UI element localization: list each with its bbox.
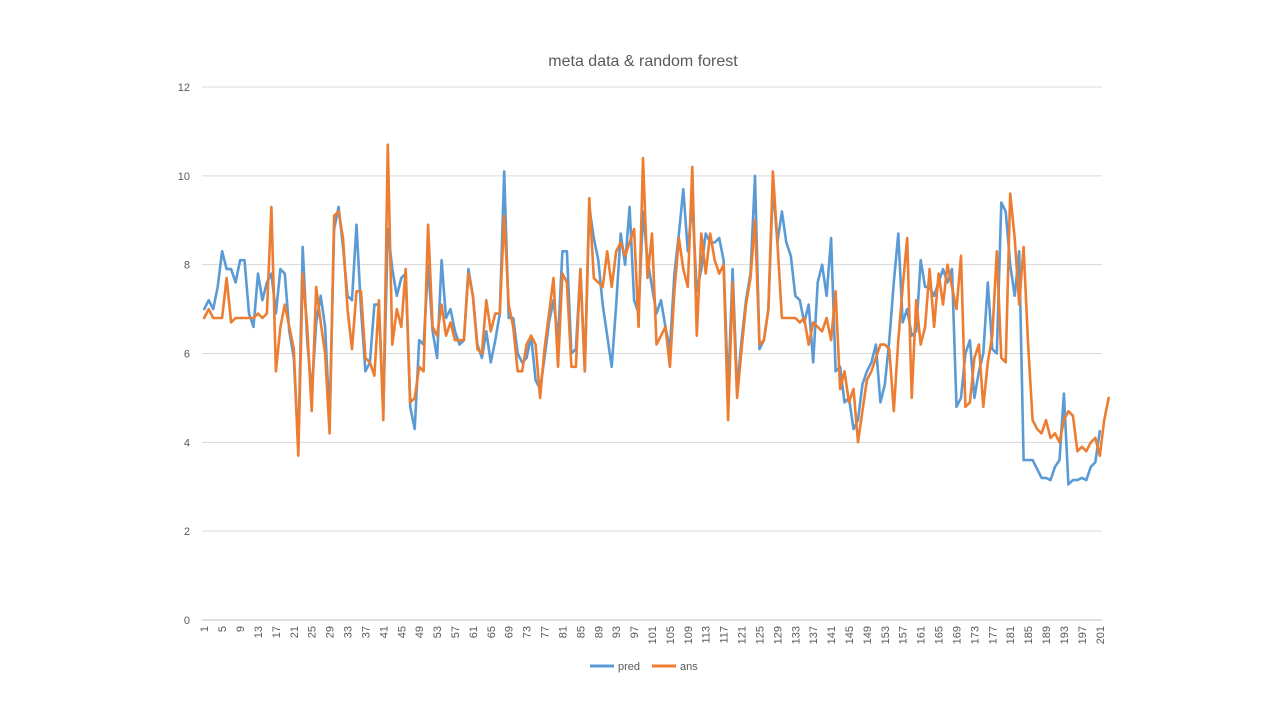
x-tick-label: 77 — [540, 626, 552, 638]
x-tick-label: 121 — [737, 626, 749, 644]
x-tick-label: 153 — [880, 626, 892, 644]
x-tick-label: 65 — [486, 626, 498, 638]
y-tick-label: 12 — [178, 82, 190, 94]
x-tick-label: 45 — [396, 626, 408, 638]
x-tick-label: 5 — [217, 626, 229, 632]
x-tick-label: 165 — [934, 626, 946, 644]
y-tick-label: 0 — [184, 615, 190, 627]
x-tick-label: 69 — [504, 626, 516, 638]
y-tick-label: 4 — [184, 437, 190, 449]
legend-label-ans: ans — [680, 661, 698, 673]
x-tick-label: 193 — [1059, 626, 1071, 644]
x-tick-label: 173 — [969, 626, 981, 644]
x-tick-label: 93 — [611, 626, 623, 638]
x-tick-label: 141 — [826, 626, 838, 644]
y-tick-label: 8 — [184, 260, 190, 272]
x-tick-label: 185 — [1023, 626, 1035, 644]
x-tick-label: 137 — [808, 626, 820, 644]
x-tick-label: 181 — [1005, 626, 1017, 644]
x-tick-label: 117 — [719, 626, 731, 644]
y-tick-label: 6 — [184, 349, 190, 361]
x-tick-label: 29 — [325, 626, 337, 638]
x-tick-label: 37 — [360, 626, 372, 638]
x-tick-label: 129 — [772, 626, 784, 644]
x-tick-label: 109 — [683, 626, 695, 644]
x-tick-label: 21 — [289, 626, 301, 638]
x-tick-label: 49 — [414, 626, 426, 638]
x-tick-label: 169 — [951, 626, 963, 644]
x-tick-label: 61 — [468, 626, 480, 638]
y-tick-label: 10 — [178, 171, 190, 183]
x-tick-label: 189 — [1041, 626, 1053, 644]
x-tick-label: 101 — [647, 626, 659, 644]
x-tick-label: 157 — [898, 626, 910, 644]
x-tick-label: 161 — [916, 626, 928, 644]
x-tick-label: 1 — [199, 626, 211, 632]
legend-label-pred: pred — [618, 661, 640, 673]
x-tick-label: 33 — [343, 626, 355, 638]
x-tick-label: 133 — [790, 626, 802, 644]
x-tick-label: 85 — [575, 626, 587, 638]
x-tick-label: 9 — [235, 626, 247, 632]
x-tick-label: 53 — [432, 626, 444, 638]
chart-title: meta data & random forest — [548, 53, 738, 70]
x-tick-label: 89 — [593, 626, 605, 638]
x-tick-label: 73 — [522, 626, 534, 638]
y-axis-ticks: 0 2 4 6 8 10 12 — [178, 82, 190, 627]
x-tick-label: 197 — [1077, 626, 1089, 644]
x-tick-label: 105 — [665, 626, 677, 644]
x-tick-label: 149 — [862, 626, 874, 644]
x-tick-label: 13 — [253, 626, 265, 638]
x-tick-label: 81 — [557, 626, 569, 638]
legend: pred ans — [590, 661, 698, 673]
x-tick-label: 177 — [987, 626, 999, 644]
x-tick-label: 113 — [701, 626, 713, 644]
x-tick-label: 25 — [307, 626, 319, 638]
x-tick-label: 125 — [754, 626, 766, 644]
gridlines — [202, 86, 1102, 621]
x-tick-label: 97 — [629, 626, 641, 638]
y-tick-label: 2 — [184, 526, 190, 538]
x-tick-label: 57 — [450, 626, 462, 638]
x-tick-label: 145 — [844, 626, 856, 644]
x-tick-label: 41 — [378, 626, 390, 638]
series-lines — [202, 143, 1110, 486]
x-axis-ticks: 1 5 9 13 17 21 25 29 33 37 41 45 49 53 57 61 65 69 73 77 81 8… — [199, 626, 1107, 644]
series-line-ans — [202, 143, 1110, 458]
x-tick-label: 201 — [1095, 626, 1107, 644]
x-tick-label: 17 — [271, 626, 283, 638]
